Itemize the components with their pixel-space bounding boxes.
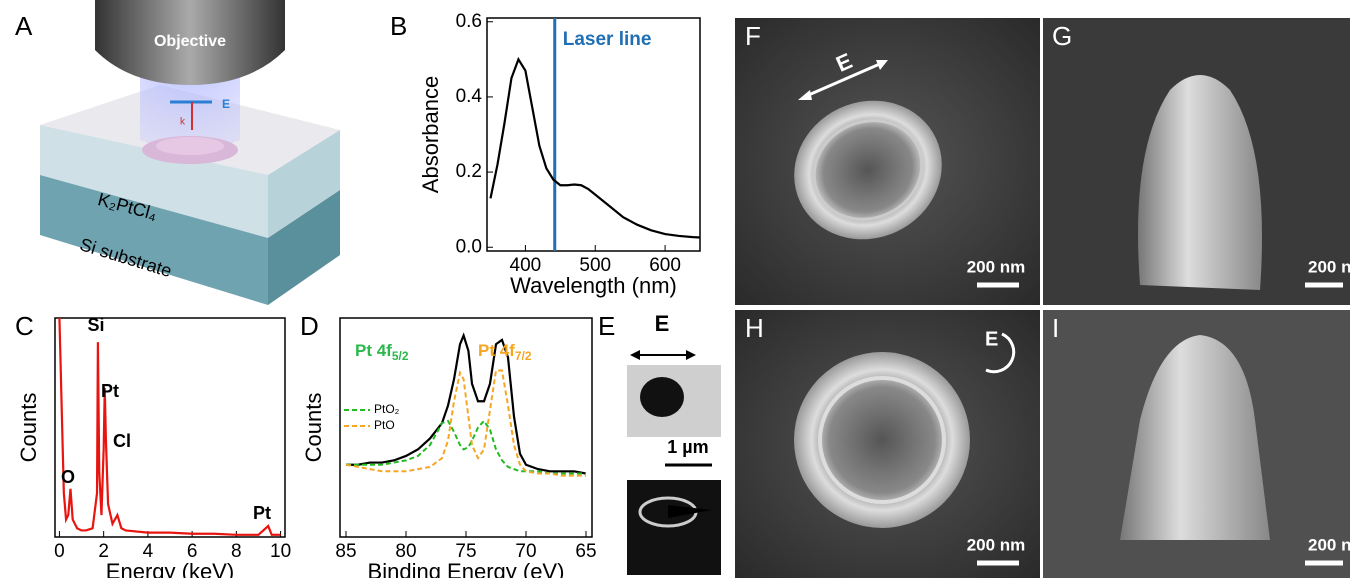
- peak-annotation-sub: 5/2: [392, 349, 409, 363]
- panel-label: I: [1052, 313, 1059, 343]
- x-tick-label: 6: [187, 541, 198, 562]
- plot-frame: [486, 17, 701, 252]
- peak-annotation-text: Pt 4f: [355, 341, 392, 360]
- scale-bar-label: 1 µm: [667, 437, 708, 457]
- data-line: [58, 317, 281, 536]
- x-tick-label: 80: [395, 541, 416, 562]
- peak-annotation-sub: 7/2: [515, 349, 532, 363]
- x-tick-label: 65: [575, 541, 596, 562]
- data-line: [346, 332, 587, 475]
- x-tick-label: 400: [510, 255, 542, 276]
- x-axis-label: Binding Energy (eV): [368, 559, 565, 578]
- peak-annotation: O: [61, 467, 75, 487]
- x-tick-label: 2: [98, 541, 109, 562]
- wavevector-label: k: [180, 117, 186, 128]
- scale-bar-label: 200 nm: [967, 257, 1026, 276]
- peak-annotation: Pt: [101, 381, 119, 401]
- panel-label: E: [598, 311, 615, 341]
- peak-annotation-text: Pt 4f: [478, 341, 515, 360]
- y-tick-label: 0.4: [456, 86, 483, 107]
- x-tick-label: 10: [270, 541, 291, 562]
- diagram: Objective E k K₂PtCl₄ Si substrate: [40, 0, 340, 305]
- legend-label: PtO: [374, 418, 395, 432]
- scale-bar-label: 200 nm: [1308, 257, 1350, 276]
- sem-image: E 200 nm: [735, 18, 1040, 305]
- objective-label: Objective: [154, 33, 226, 50]
- panel-label: F: [745, 21, 761, 51]
- x-tick-label: 4: [143, 541, 154, 562]
- x-tick-label: 0: [54, 541, 65, 562]
- sem-image: 200 nm: [1043, 310, 1350, 578]
- x-tick-label: 8: [231, 541, 242, 562]
- x-axis-label: Energy (keV): [106, 559, 234, 578]
- y-tick-label: 0.0: [456, 236, 482, 257]
- y-axis-label: Counts: [301, 393, 326, 463]
- panel-label: G: [1052, 21, 1072, 51]
- sem-image: 200 nm: [1043, 18, 1350, 305]
- peak-annotation: Si: [87, 315, 104, 335]
- x-tick-label: 75: [455, 541, 476, 562]
- y-axis-label: Counts: [16, 393, 41, 463]
- field-label: E: [985, 328, 998, 350]
- legend-label: PtO₂: [374, 402, 400, 416]
- panel-e: E 1 µm: [627, 311, 721, 575]
- scale-bar-label: 200 nm: [1308, 535, 1350, 554]
- x-tick-label: 70: [515, 541, 536, 562]
- panel-label: D: [300, 311, 319, 341]
- data-line: [345, 369, 586, 477]
- y-tick-label: 0.2: [456, 161, 482, 182]
- y-axis-label: Absorbance: [418, 76, 443, 193]
- peak-annotation: Pt 4f7/2: [478, 341, 532, 363]
- peak-annotation: Pt: [253, 503, 271, 523]
- x-tick-label: 600: [649, 255, 681, 276]
- field-label: E: [655, 311, 670, 336]
- scale-bar-label: 200 nm: [967, 535, 1026, 554]
- panel-label: B: [390, 11, 407, 41]
- x-tick-label: 85: [335, 541, 356, 562]
- panel-label: C: [15, 311, 34, 341]
- field-label: E: [222, 97, 230, 111]
- plot-frame: [54, 317, 286, 538]
- laser-line-label: Laser line: [563, 29, 652, 50]
- data-line: [489, 56, 701, 239]
- panel-label: A: [15, 11, 33, 41]
- y-tick-label: 0.6: [456, 11, 482, 32]
- peak-annotation: Pt 4f5/2: [355, 341, 409, 363]
- sem-image: E 200 nm: [735, 310, 1040, 578]
- panel-labels: A B C D E F G H I: [15, 11, 1072, 343]
- peak-annotation: Cl: [113, 431, 131, 451]
- x-tick-label: 500: [579, 255, 611, 276]
- x-axis-label: Wavelength (nm): [510, 273, 677, 298]
- panel-label: H: [745, 313, 764, 343]
